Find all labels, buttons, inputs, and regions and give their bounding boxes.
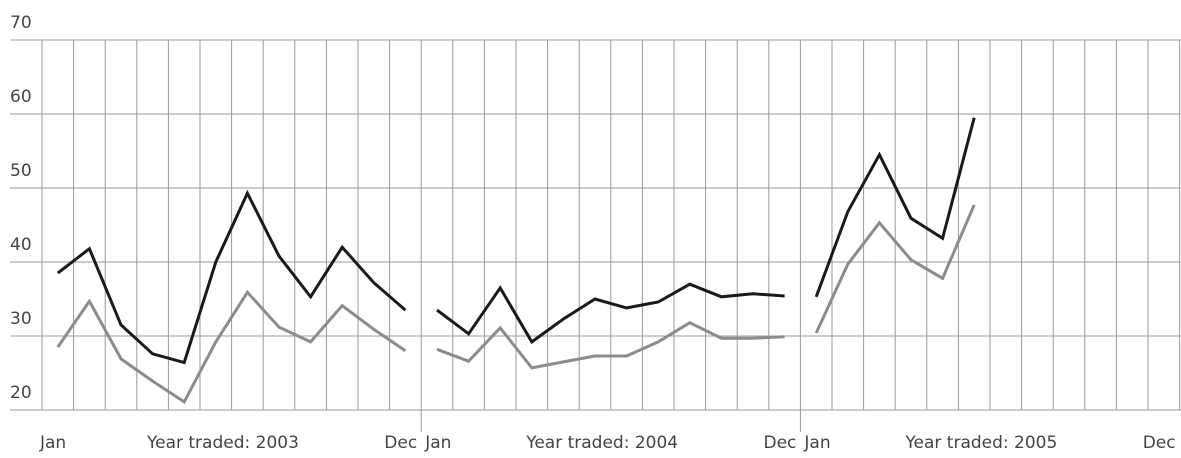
x-tick-label: Dec bbox=[1143, 433, 1176, 453]
group-label: Year traded: 2005 bbox=[904, 433, 1057, 453]
series-line bbox=[56, 204, 976, 405]
y-tick-label: 60 bbox=[10, 87, 32, 107]
x-tick-label: Dec bbox=[763, 433, 796, 453]
y-tick-label: 50 bbox=[10, 161, 32, 181]
x-tick-label: Jan bbox=[424, 433, 451, 453]
x-tick-label: Jan bbox=[39, 433, 66, 453]
group-label: Year traded: 2003 bbox=[146, 433, 299, 453]
y-tick-label: 70 bbox=[10, 13, 32, 33]
y-tick-label: 20 bbox=[10, 383, 32, 403]
y-tick-label: 40 bbox=[10, 235, 32, 255]
x-tick-label: Dec bbox=[384, 433, 417, 453]
y-tick-label: 30 bbox=[10, 309, 32, 329]
series-line bbox=[56, 117, 976, 365]
group-label: Year traded: 2004 bbox=[525, 433, 678, 453]
x-tick-label: Jan bbox=[803, 433, 830, 453]
